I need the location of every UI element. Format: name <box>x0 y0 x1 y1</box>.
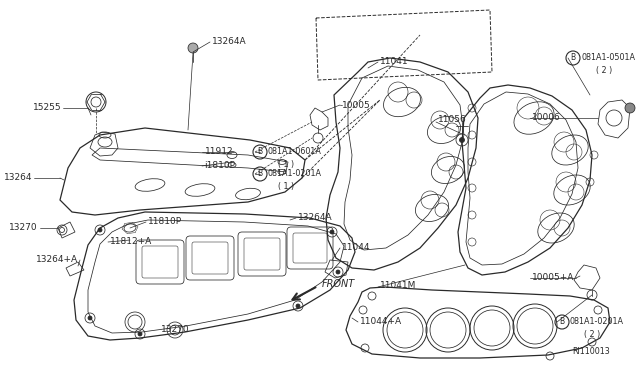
Text: 11812+A: 11812+A <box>110 237 152 247</box>
Text: 11044+A: 11044+A <box>360 317 402 327</box>
Text: 081A1-0501A: 081A1-0501A <box>582 54 636 62</box>
Text: B: B <box>257 170 262 179</box>
Circle shape <box>98 228 102 232</box>
Text: 11041M: 11041M <box>380 280 417 289</box>
Text: 081A1-0601A: 081A1-0601A <box>268 148 322 157</box>
Text: ( 1 ): ( 1 ) <box>278 160 294 169</box>
Text: RI110013: RI110013 <box>572 347 610 356</box>
Text: 11044: 11044 <box>342 244 371 253</box>
Text: ( 2 ): ( 2 ) <box>584 330 600 339</box>
Text: 11041: 11041 <box>380 58 408 67</box>
Text: 13270: 13270 <box>10 224 38 232</box>
Text: 13264: 13264 <box>3 173 32 183</box>
Text: 15255: 15255 <box>33 103 62 112</box>
Text: 11056: 11056 <box>438 115 467 125</box>
Text: ( 2 ): ( 2 ) <box>596 65 612 74</box>
Text: 11810P: 11810P <box>148 218 182 227</box>
Text: 11912: 11912 <box>205 148 234 157</box>
Text: i1810P: i1810P <box>204 161 235 170</box>
Text: 13264A: 13264A <box>298 214 333 222</box>
Text: 13270: 13270 <box>161 326 189 334</box>
Text: 10006: 10006 <box>532 113 561 122</box>
Circle shape <box>188 43 198 53</box>
Circle shape <box>625 103 635 113</box>
Text: 081A1-0201A: 081A1-0201A <box>268 170 322 179</box>
Text: 13264+A: 13264+A <box>36 256 78 264</box>
Circle shape <box>88 316 92 320</box>
Text: FRONT: FRONT <box>322 279 355 289</box>
Text: 13264A: 13264A <box>212 38 246 46</box>
Circle shape <box>336 270 340 274</box>
Text: B: B <box>559 317 564 327</box>
Text: B: B <box>570 54 575 62</box>
Text: 081A1-0201A: 081A1-0201A <box>570 317 624 327</box>
Text: B: B <box>257 148 262 157</box>
Text: 10005+A: 10005+A <box>532 273 574 282</box>
Circle shape <box>460 138 465 142</box>
Text: ( 1 ): ( 1 ) <box>278 182 294 190</box>
Circle shape <box>138 332 142 336</box>
Text: 10005: 10005 <box>342 100 371 109</box>
Circle shape <box>330 230 334 234</box>
Circle shape <box>296 304 300 308</box>
